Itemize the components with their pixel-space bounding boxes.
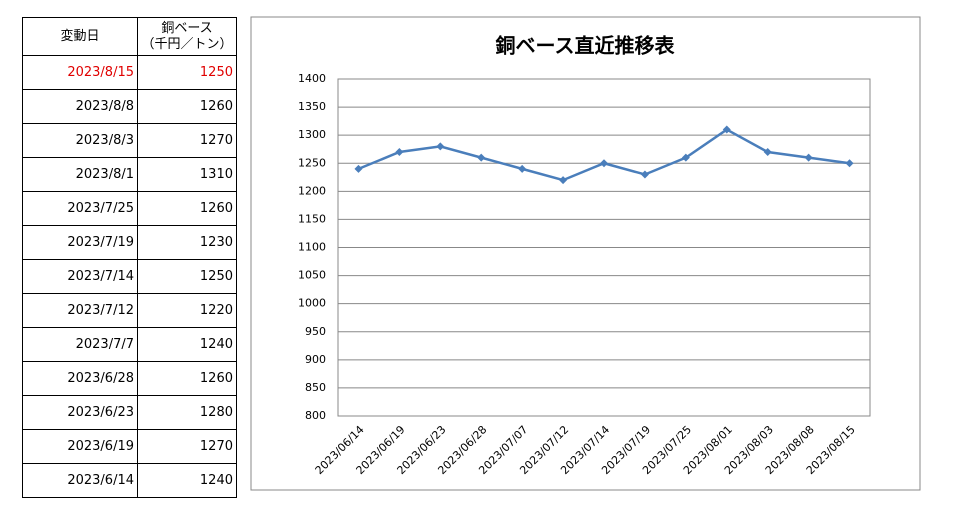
table-row: 2023/7/12 1220 [22, 293, 237, 328]
y-tick-label: 900 [305, 353, 326, 366]
table-row: 2023/8/3 1270 [22, 123, 237, 158]
point-marker [395, 148, 404, 157]
point-marker [804, 153, 813, 162]
point-marker [354, 164, 363, 173]
table-row: 2023/6/14 1240 [22, 463, 237, 498]
point-marker [763, 148, 772, 157]
y-tick-label: 1250 [298, 156, 326, 169]
y-tick-label: 800 [305, 409, 326, 422]
y-tick-label: 1150 [298, 212, 326, 225]
table-row: 2023/7/14 1250 [22, 259, 237, 294]
header-line: 銅ベース [161, 20, 213, 36]
y-tick-label: 1300 [298, 128, 326, 141]
price-cell: 1260 [137, 191, 237, 226]
header-line: （千円／トン） [141, 36, 233, 52]
y-tick-label: 1000 [298, 297, 326, 310]
y-tick-label: 950 [305, 325, 326, 338]
date-cell: 2023/6/14 [22, 463, 138, 498]
data-table: 変動日 銅ベース （千円／トン） 2023/8/15 1250 2023/8/8 1260 2… [22, 17, 237, 498]
plot-area [337, 78, 871, 417]
chart-title: 銅ベース直近推移表 [496, 34, 676, 58]
y-tick-label: 850 [305, 381, 326, 394]
price-cell: 1240 [137, 327, 237, 362]
point-marker [559, 176, 568, 185]
price-cell: 1240 [137, 463, 237, 498]
point-marker [518, 164, 527, 173]
date-cell: 2023/6/19 [22, 429, 138, 464]
y-tick-label: 1050 [298, 269, 326, 282]
header-cell: 変動日 [22, 17, 138, 56]
price-cell: 1230 [137, 225, 237, 260]
y-tick-label: 1350 [298, 100, 326, 113]
y-tick-label: 1400 [298, 72, 326, 85]
point-marker [722, 125, 731, 134]
table-row: 2023/7/7 1240 [22, 327, 237, 362]
date-cell: 2023/8/3 [22, 123, 138, 158]
header-cell: 銅ベース （千円／トン） [137, 17, 237, 56]
date-cell: 2023/8/8 [22, 89, 138, 124]
date-cell: 2023/7/12 [22, 293, 138, 328]
table-row: 2023/8/8 1260 [22, 89, 237, 124]
chart-frame [250, 16, 921, 491]
y-tick-label: 1200 [298, 184, 326, 197]
point-marker [640, 170, 649, 179]
date-cell: 2023/7/25 [22, 191, 138, 226]
price-cell: 1270 [137, 123, 237, 158]
price-cell: 1250 [137, 55, 237, 90]
point-marker [681, 153, 690, 162]
table-row: 2023/6/23 1280 [22, 395, 237, 430]
price-cell: 1260 [137, 361, 237, 396]
date-cell: 2023/7/7 [22, 327, 138, 362]
price-cell: 1310 [137, 157, 237, 192]
point-marker [600, 159, 608, 168]
point-marker [436, 142, 445, 151]
point-marker [477, 153, 486, 162]
y-tick-label: 1100 [298, 241, 326, 254]
table-row: 2023/8/15 1250 [22, 55, 237, 90]
point-marker [845, 159, 854, 168]
date-cell: 2023/8/15 [22, 55, 138, 90]
table-row: 2023/7/25 1260 [22, 191, 237, 226]
price-cell: 1250 [137, 259, 237, 294]
header-row: 変動日 銅ベース （千円／トン） [22, 17, 237, 56]
